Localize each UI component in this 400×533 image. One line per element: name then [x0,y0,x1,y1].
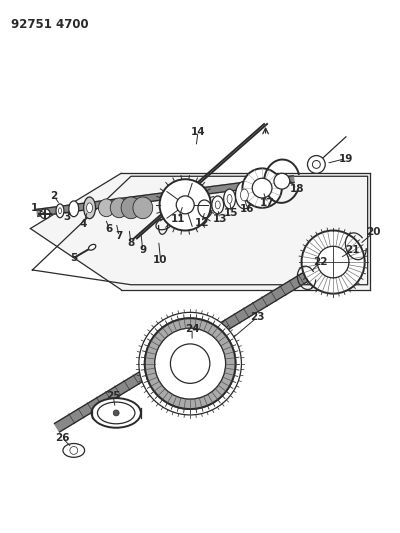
Text: 9: 9 [139,245,146,255]
Circle shape [312,160,320,168]
Text: 17: 17 [260,198,274,208]
Ellipse shape [88,244,96,250]
Circle shape [70,447,78,454]
Ellipse shape [227,195,232,204]
Ellipse shape [224,189,236,209]
Circle shape [317,246,349,278]
Circle shape [176,196,194,214]
Ellipse shape [98,402,135,424]
Circle shape [40,209,50,219]
Text: 12: 12 [195,217,209,228]
Circle shape [252,178,272,198]
Ellipse shape [84,197,96,219]
Ellipse shape [133,197,153,219]
Circle shape [274,173,290,189]
Text: 92751 4700: 92751 4700 [11,18,88,30]
Circle shape [160,179,211,230]
Text: 8: 8 [127,238,134,248]
Text: 20: 20 [366,228,381,238]
Circle shape [113,410,119,416]
Ellipse shape [110,198,128,217]
Text: 21: 21 [346,245,360,255]
Text: 5: 5 [70,253,78,263]
Text: 25: 25 [106,391,120,401]
Text: 22: 22 [313,257,328,267]
Text: 11: 11 [171,214,186,224]
Text: 26: 26 [55,433,69,442]
Text: 23: 23 [250,312,264,322]
Ellipse shape [92,398,141,427]
Polygon shape [30,173,370,289]
Text: 24: 24 [185,324,200,334]
Polygon shape [145,318,236,409]
Text: 6: 6 [106,223,113,233]
Ellipse shape [212,196,224,214]
Circle shape [170,344,210,383]
Text: 4: 4 [80,219,87,229]
Polygon shape [37,176,294,216]
Polygon shape [32,176,368,285]
Circle shape [145,318,236,409]
Text: 7: 7 [116,231,123,241]
Circle shape [242,168,282,208]
Ellipse shape [63,443,85,457]
Text: 2: 2 [50,191,58,201]
Ellipse shape [215,201,220,209]
Ellipse shape [236,181,253,209]
Ellipse shape [58,208,62,214]
Text: 10: 10 [153,255,168,265]
Text: 3: 3 [63,212,70,222]
Circle shape [302,230,365,294]
Text: 19: 19 [339,154,353,164]
Ellipse shape [240,189,248,201]
Text: 16: 16 [240,204,254,214]
Text: 18: 18 [289,184,304,194]
Ellipse shape [56,204,64,217]
Text: 13: 13 [212,214,227,224]
Text: 14: 14 [191,127,205,137]
Polygon shape [54,244,356,432]
Text: 1: 1 [31,203,38,213]
Ellipse shape [98,199,114,217]
Ellipse shape [121,197,141,219]
Circle shape [308,156,325,173]
Text: 15: 15 [224,208,239,218]
Ellipse shape [86,203,92,213]
Circle shape [139,312,242,415]
Ellipse shape [69,201,79,217]
